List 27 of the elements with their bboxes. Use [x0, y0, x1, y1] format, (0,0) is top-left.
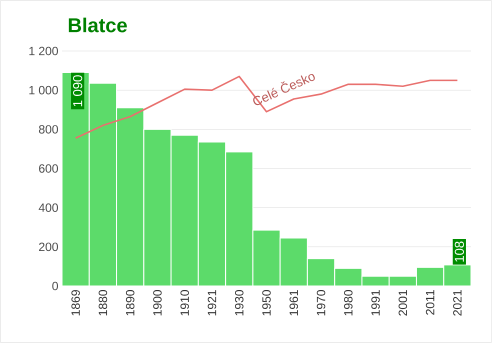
y-tick-label: 0	[52, 282, 58, 290]
x-tick-label: 1991	[371, 290, 380, 316]
x-tick-label: 1950	[262, 290, 271, 316]
text: Celé Česko	[253, 74, 315, 106]
data-label: 1 090	[73, 75, 82, 106]
y-tick-label: 800	[38, 125, 58, 134]
x-tick-label: 1869	[71, 290, 80, 316]
data-label: 108	[454, 242, 464, 262]
x-tick-label: 1910	[180, 290, 189, 316]
x-tick-label: 1921	[208, 290, 216, 316]
x-tick-label: 1961	[290, 290, 298, 316]
y-tick-label: 400	[38, 203, 58, 212]
x-tick-label: 1880	[98, 290, 108, 316]
chart-title: Blatce	[68, 18, 127, 32]
x-tick-label: 2021	[453, 290, 462, 316]
x-tick-label: 2001	[398, 290, 408, 316]
x-tick-label: 1930	[234, 290, 244, 316]
x-tick-label: 2011	[426, 290, 434, 315]
y-tick-label: 1 200	[29, 46, 58, 56]
y-tick-label: 1 000	[29, 86, 58, 94]
x-tick-label: 1890	[126, 290, 134, 316]
line-series	[74, 76, 458, 139]
x-tick-label: 1970	[316, 290, 326, 316]
y-tick-label: 200	[39, 242, 58, 252]
x-tick-label: 1900	[153, 290, 162, 316]
y-tick-label: 600	[39, 164, 58, 173]
x-tick-label: 1980	[344, 290, 353, 316]
